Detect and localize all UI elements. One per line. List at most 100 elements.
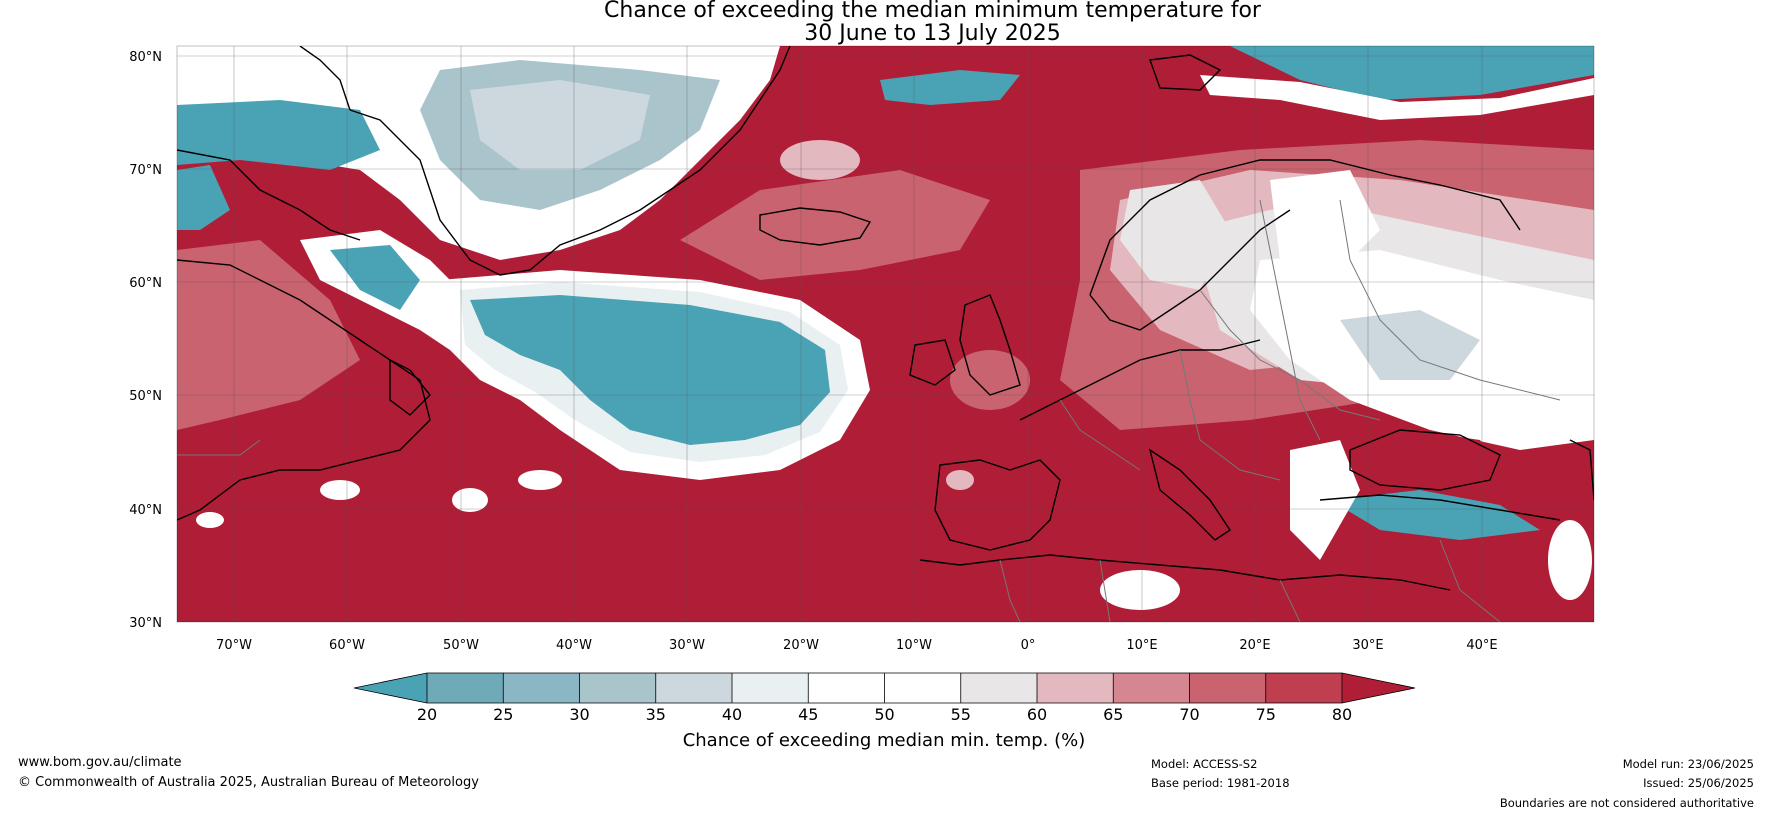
footer-model-run: Model run: 23/06/2025 — [1622, 757, 1754, 771]
border-line — [177, 439, 261, 456]
coastline-black-sea — [1349, 429, 1501, 491]
colorbar-segments — [353, 672, 1416, 704]
footer-issued: Issued: 25/06/2025 — [1643, 776, 1754, 790]
coastline-ireland — [909, 339, 956, 386]
colorbar-tick-label: 75 — [1256, 705, 1276, 724]
probability-field — [177, 46, 1594, 610]
border-line — [1259, 199, 1321, 441]
field-cool-turkey — [1330, 490, 1540, 540]
coastline-baffin — [177, 149, 361, 241]
coastline-norway-south — [1089, 209, 1291, 331]
lon-label: 10°W — [896, 638, 932, 653]
lat-label: 80°N — [129, 50, 162, 65]
footer-disclaimer: Boundaries are not considered authoritat… — [1499, 796, 1754, 810]
colorbar-tick-label: 35 — [646, 705, 666, 724]
field-cool-atlantic — [470, 295, 830, 445]
colorbar-tick-label: 55 — [951, 705, 971, 724]
colorbar-tick-label: 60 — [1027, 705, 1047, 724]
lon-label: 20°E — [1239, 638, 1270, 653]
colorbar-tick-label: 65 — [1103, 705, 1123, 724]
colorbar-tick-label: 45 — [798, 705, 818, 724]
border-line — [1339, 199, 1561, 401]
colorbar-tick-label: 50 — [874, 705, 894, 724]
colorbar-segment — [732, 673, 809, 703]
coastline-italy — [1148, 448, 1231, 541]
field-cool-labrador-sea — [330, 245, 420, 310]
footer-model: Model: ACCESS-S2 — [1151, 757, 1258, 771]
field-white-spot — [1548, 520, 1592, 600]
colorbar-tick-label: 30 — [569, 705, 589, 724]
coastline-caspian — [1569, 439, 1594, 501]
field-white-barents-edge — [1200, 75, 1594, 120]
colorbar-segment — [427, 673, 504, 703]
lon-label: 40°E — [1466, 638, 1497, 653]
coastline-iberia — [934, 459, 1061, 551]
colorbar-ticks — [426, 673, 1343, 703]
field-cool-light-east — [1340, 310, 1480, 380]
lon-label: 20°W — [783, 638, 819, 653]
field-cool-baffin — [177, 100, 380, 170]
lon-label: 40°W — [556, 638, 592, 653]
field-cool-svalbard — [880, 70, 1020, 105]
colorbar-title: Chance of exceeding median min. temp. (%… — [683, 730, 1086, 751]
colorbar-segment — [1113, 673, 1190, 703]
field-white-spot — [196, 512, 224, 528]
footer-base-period: Base period: 1981-2018 — [1151, 776, 1290, 790]
colorbar-segment — [503, 673, 580, 703]
coastline-svalbard — [1149, 54, 1222, 91]
coastline-north-africa — [919, 554, 1451, 591]
border-line — [1059, 399, 1141, 471]
colorbar-segment — [1037, 673, 1114, 703]
field-white-spot — [452, 488, 488, 512]
coastline-greenland-west — [299, 46, 351, 111]
gridlines — [177, 46, 1594, 622]
latitude-axis: 80°N 70°N 60°N 50°N 40°N 30°N — [129, 50, 162, 631]
border-line — [1439, 539, 1501, 622]
colorbar-segment — [1265, 673, 1343, 703]
field-warm-mid-iceland-band — [680, 170, 990, 280]
colorbar-tick-label: 70 — [1179, 705, 1199, 724]
footer-copyright: © Commonwealth of Australia 2025, Austra… — [18, 775, 479, 790]
field-cool-barents — [1230, 46, 1594, 100]
lon-label: 0° — [1021, 638, 1036, 653]
map-frame — [176, 45, 1595, 623]
colorbar-segment — [808, 673, 885, 703]
lon-label: 30°E — [1352, 638, 1383, 653]
coastline-iceland — [759, 207, 872, 246]
field-white-spot — [320, 480, 360, 500]
field-white-finland — [1270, 170, 1380, 280]
border-line — [1199, 289, 1381, 421]
lon-label: 30°W — [669, 638, 705, 653]
field-white-spot — [1100, 570, 1180, 610]
border-line — [1279, 579, 1301, 622]
colorbar-tick-label: 40 — [722, 705, 742, 724]
field-white-spot — [946, 470, 974, 490]
field-white-spot — [780, 140, 860, 180]
field-white-spot — [518, 470, 562, 490]
lon-label: 60°W — [329, 638, 365, 653]
lat-label: 70°N — [129, 163, 162, 178]
colorbar-segment — [884, 673, 962, 703]
colorbar-low-extension — [354, 673, 427, 703]
lon-label: 10°E — [1126, 638, 1157, 653]
field-neutral-greenland-inner — [470, 80, 650, 170]
colorbar-segment — [1189, 673, 1267, 703]
colorbar-high-extension — [1342, 673, 1415, 703]
lon-label: 50°W — [443, 638, 479, 653]
colorbar: 20 25 30 35 40 45 50 55 60 65 70 75 80 Chance of exc… — [353, 672, 1416, 751]
coastline-newfoundland — [389, 358, 431, 416]
field-warm-black-sea — [1350, 430, 1500, 490]
border-line — [1099, 559, 1111, 622]
lat-label: 60°N — [129, 276, 162, 291]
colorbar-tick-label: 80 — [1332, 705, 1352, 724]
colorbar-segment — [579, 673, 657, 703]
field-cool-hudson — [177, 165, 230, 230]
border-line — [1179, 349, 1281, 481]
map-title-line1: Chance of exceeding the median minimum t… — [604, 0, 1261, 23]
coastline-british-isles — [959, 294, 1021, 396]
coastline-turkey — [1319, 494, 1561, 521]
map-title-line2: 30 June to 13 July 2025 — [804, 21, 1061, 46]
colorbar-tick-labels: 20 25 30 35 40 45 50 55 60 65 70 75 80 — [417, 705, 1352, 724]
field-warm-mid-labrador — [177, 240, 360, 430]
